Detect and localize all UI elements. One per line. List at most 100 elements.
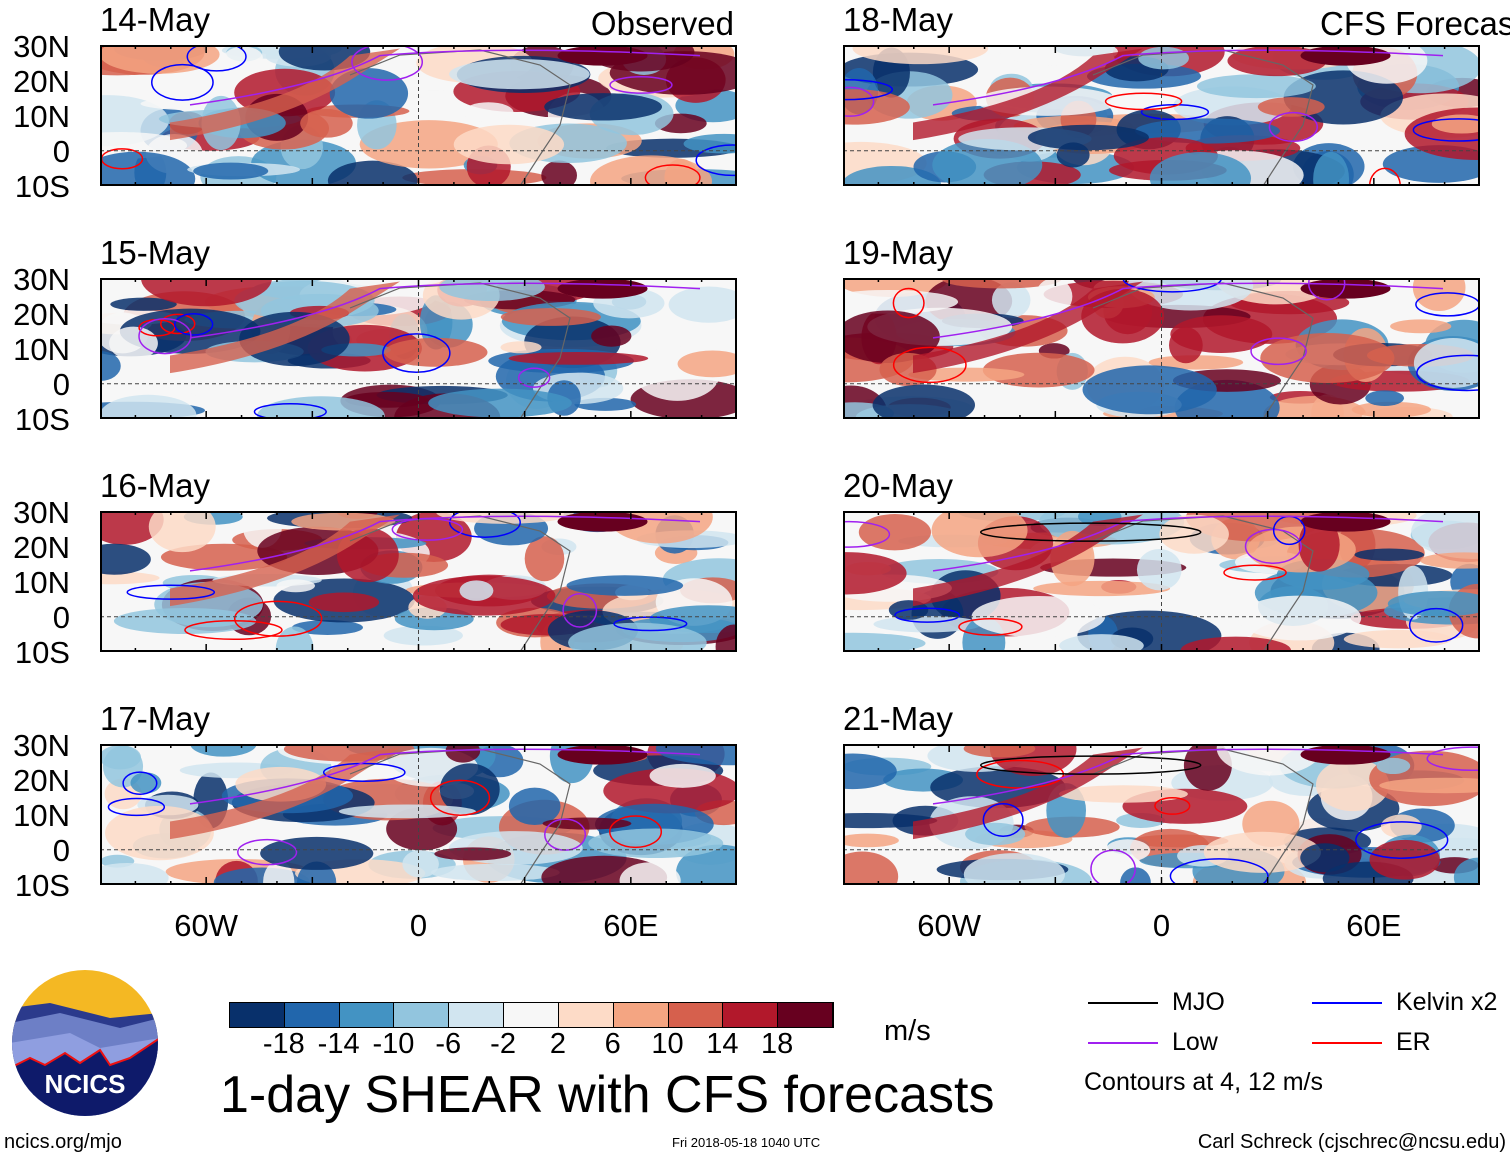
lat-label: 20N xyxy=(13,530,70,565)
colorbar-tick: -2 xyxy=(490,1028,516,1060)
contour xyxy=(613,616,688,632)
shear-cell xyxy=(963,853,1065,885)
contour xyxy=(1268,111,1318,143)
coastline xyxy=(349,748,571,885)
colorbar-swatch xyxy=(339,1003,395,1027)
shear-cell xyxy=(965,822,1026,846)
lat-label: 20N xyxy=(13,763,70,798)
shear-cell xyxy=(100,45,220,74)
shear-cell xyxy=(1216,744,1323,776)
shear-cell xyxy=(1082,365,1217,415)
colorbar-swatch xyxy=(613,1003,669,1027)
panel-date: 20-May xyxy=(843,467,954,504)
contour xyxy=(237,838,298,866)
legend-line-low xyxy=(1088,1042,1158,1044)
shear-cell xyxy=(463,102,514,123)
colorbar-tick: 10 xyxy=(651,1028,684,1060)
contour xyxy=(1140,104,1210,121)
shear-cell xyxy=(109,326,158,360)
panel-header: CFS Forecast xyxy=(1320,5,1510,42)
shear-max xyxy=(557,278,648,299)
shear-max xyxy=(1300,744,1391,765)
shear-cell xyxy=(449,59,590,90)
lat-label: 0 xyxy=(52,367,70,402)
lat-label: 0 xyxy=(52,833,70,868)
panel-frame xyxy=(843,744,1480,885)
author: Carl Schreck (cjschrec@ncsu.edu) xyxy=(1197,1131,1506,1153)
shear-cell xyxy=(908,367,1025,382)
contour xyxy=(160,313,196,335)
panel-frame xyxy=(843,278,1480,419)
shear-cell xyxy=(1138,46,1189,70)
colorbar-swatch xyxy=(230,1003,285,1027)
map-panel xyxy=(100,511,737,652)
shear-cell xyxy=(1300,843,1350,873)
shear-cell xyxy=(1196,74,1316,99)
legend-label: ER xyxy=(1396,1028,1431,1056)
shear-cell xyxy=(843,289,959,314)
shear-cell xyxy=(100,132,188,159)
shear-cell xyxy=(568,622,707,652)
shear-cell xyxy=(1035,278,1073,315)
shear-cell xyxy=(224,46,263,69)
lat-label: 10N xyxy=(13,99,70,134)
contour xyxy=(107,797,166,817)
shear-cell xyxy=(260,836,374,870)
contour xyxy=(843,520,891,548)
footer-url[interactable]: ncics.org/mjo xyxy=(4,1131,122,1153)
shear-cell xyxy=(100,151,196,186)
panel-date: 18-May xyxy=(843,1,954,38)
shear-cell xyxy=(384,337,488,367)
shear-cell xyxy=(843,833,899,848)
low-contour xyxy=(932,49,1444,106)
shear-cell xyxy=(1343,629,1452,649)
contour xyxy=(174,313,214,336)
contour xyxy=(843,86,875,117)
shear-cell xyxy=(1413,338,1480,388)
shear-cell xyxy=(971,595,1106,638)
logo-text: NCICS xyxy=(45,1069,126,1099)
shear-cell xyxy=(508,351,649,365)
legend-label: Low xyxy=(1172,1028,1218,1056)
colorbar-swatch xyxy=(394,1003,450,1027)
contour xyxy=(322,762,406,783)
lat-label: 10S xyxy=(14,169,70,204)
contour xyxy=(1223,564,1287,581)
colorbar-tick: 6 xyxy=(604,1028,621,1060)
lon-label: 60E xyxy=(1346,908,1402,943)
shear-cell xyxy=(843,753,897,790)
map-panel xyxy=(843,45,1480,186)
shear-cell xyxy=(1260,333,1395,384)
contour xyxy=(695,144,737,177)
lon-label: 60E xyxy=(603,908,659,943)
shear-cell xyxy=(435,511,575,524)
contour xyxy=(429,779,491,816)
mjo-contour xyxy=(979,522,1202,542)
panel-date: 17-May xyxy=(100,700,211,737)
shear-cell xyxy=(308,592,380,613)
coastline xyxy=(1092,282,1314,419)
shear-cell xyxy=(1159,514,1229,554)
panel-date: 16-May xyxy=(100,467,211,504)
colorbar xyxy=(229,1002,834,1028)
contour xyxy=(609,815,663,849)
colorbar-swatch xyxy=(284,1003,340,1027)
shear-cell xyxy=(141,278,272,307)
shear-cell xyxy=(872,384,976,419)
colorbar-swatch xyxy=(504,1003,559,1027)
shear-cell xyxy=(100,543,151,575)
panel-frame xyxy=(843,511,1480,652)
shear-cell xyxy=(649,763,716,788)
panel-date: 15-May xyxy=(100,234,211,271)
low-contour xyxy=(189,49,701,106)
lat-label: 10N xyxy=(13,565,70,600)
units-label: m/s xyxy=(884,1015,931,1047)
shear-cell xyxy=(338,804,476,819)
contour xyxy=(1250,337,1307,366)
colorbar-swatch xyxy=(558,1003,614,1027)
shear-cell xyxy=(1387,591,1480,617)
map-panel xyxy=(843,278,1480,419)
shear-cell xyxy=(1412,278,1466,311)
colorbar-swatch xyxy=(723,1003,779,1027)
